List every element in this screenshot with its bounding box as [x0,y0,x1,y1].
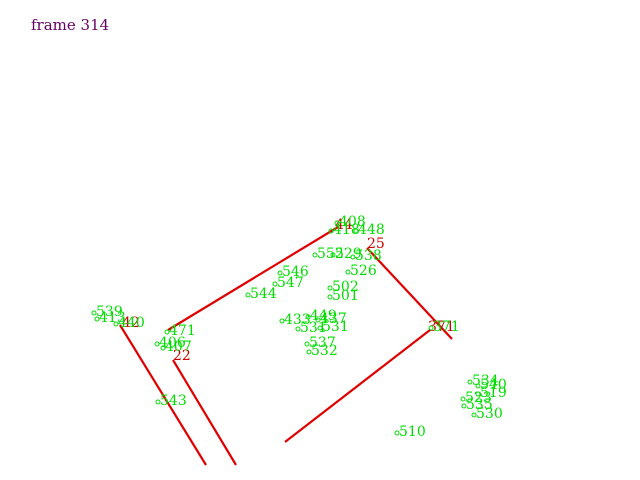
point-label-538: 538 [355,248,382,264]
point-marker-413 [94,316,100,322]
point-marker-526 [345,269,351,275]
point-label-502: 502 [332,279,359,295]
point-marker-519 [475,391,481,397]
point-marker-407 [160,345,166,351]
point-label-418: 418 [333,222,360,238]
point-label-546: 546 [282,264,309,280]
point-marker-502 [327,285,333,291]
point-marker-440 [113,321,119,327]
point-label-544: 544 [250,286,277,302]
segment-label-42: 42 [122,315,140,331]
point-label-437: 437 [320,311,347,327]
point-label-531: 531 [322,319,349,335]
point-marker-449 [305,314,311,320]
point-marker-418 [328,228,334,234]
track-segment-25 [366,247,453,340]
point-marker-408 [334,220,340,226]
track-segment-42 [119,324,207,466]
point-label-543: 543 [160,393,187,409]
point-marker-433 [279,318,285,324]
point-marker-535 [461,403,467,409]
point-label-537: 537 [309,335,336,351]
point-marker-538 [350,254,356,260]
point-label-531: 531 [300,320,327,336]
point-marker-539 [91,310,97,316]
point-label-406: 406 [159,335,186,351]
point-marker-530 [471,412,477,418]
point-label-408: 408 [339,214,366,230]
segment-label-22: 22 [173,348,191,364]
point-label-413: 413 [99,310,126,326]
point-marker-406 [154,341,160,347]
point-label-510: 510 [399,424,426,440]
point-label-433: 433 [284,312,311,328]
point-marker-501 [327,294,333,300]
point-marker-537 [304,341,310,347]
point-label-534: 534 [472,373,499,389]
point-marker-437 [315,317,321,323]
point-marker-552 [312,252,318,258]
segment-label-371: 371 [428,319,455,335]
point-marker-532 [306,349,312,355]
point-marker-471 [164,329,170,335]
track-segment-371 [284,329,431,443]
point-label-523: 523 [465,390,492,406]
frame-label: frame 314 [31,16,110,34]
point-label-526: 526 [350,263,377,279]
point-marker-448 [353,228,359,234]
point-label-552: 552 [317,246,344,262]
point-label-448: 448 [358,222,385,238]
point-label-501: 501 [332,288,359,304]
point-marker-534 [467,379,473,385]
point-marker-543 [155,399,161,405]
point-marker-547 [272,281,278,287]
point-marker-510 [394,430,400,436]
point-marker-531 [317,325,323,331]
point-marker-540 [475,383,481,389]
point-marker-523 [460,396,466,402]
point-marker-544 [245,292,251,298]
point-label-371: 371 [433,319,460,335]
point-marker-546 [277,270,283,276]
point-label-471: 471 [169,323,196,339]
point-label-539: 539 [96,304,123,320]
track-segment-22 [172,359,237,466]
point-label-532: 532 [311,343,338,359]
point-marker-371 [428,325,434,331]
point-marker-531 [295,326,301,332]
point-label-535: 535 [466,397,493,413]
segment-label-44: 44 [335,217,353,233]
point-label-530: 530 [476,406,503,422]
point-label-540: 540 [480,377,507,393]
segment-label-25: 25 [367,236,385,252]
point-label-519: 519 [480,385,507,401]
point-marker-529 [330,252,336,258]
track-segment-44 [167,226,339,331]
point-label-449: 449 [310,308,337,324]
point-label-547: 547 [277,275,304,291]
point-label-407: 407 [165,339,192,355]
point-label-440: 440 [118,315,145,331]
